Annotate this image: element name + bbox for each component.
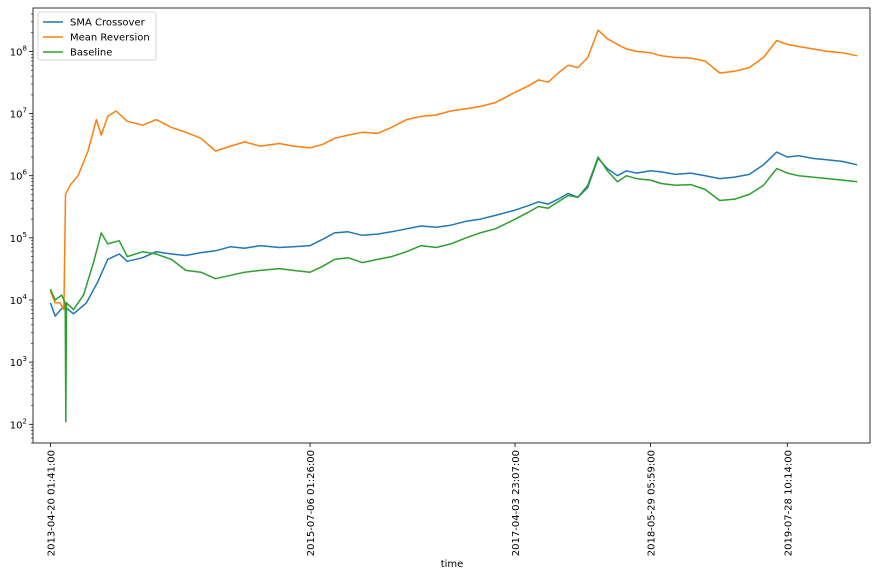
plot-area (32, 7, 871, 444)
series-line-mean-reversion (49, 29, 858, 311)
legend-entry: SMA Crossover (70, 18, 146, 29)
series-line-baseline (49, 156, 858, 423)
y-tick-label: 105 (10, 231, 27, 245)
y-tick-label: 102 (10, 417, 27, 431)
plot-frame (32, 7, 871, 444)
legend-entry: Mean Reversion (70, 33, 150, 44)
x-tick-label: 2018-05-29 05:59:00 (647, 450, 658, 556)
y-tick-label: 104 (10, 293, 28, 307)
y-tick-label: 107 (10, 107, 27, 121)
series-layer (49, 29, 858, 423)
y-tick-label: 106 (10, 169, 28, 183)
legend: SMA Crossover Mean Reversion Baseline (37, 11, 157, 61)
x-tick-label: 2019-07-28 10:14:00 (783, 450, 794, 556)
y-tick-label: 108 (10, 44, 27, 58)
legend-frame (37, 11, 157, 61)
y-tick-label: 103 (10, 355, 27, 369)
x-tick-label: 2017-04-03 23:07:00 (511, 450, 522, 556)
x-tick-label: 2015-07-06 01:26:00 (306, 450, 317, 556)
legend-entry: Baseline (70, 48, 112, 59)
y-axis: 102 103 104 105 106 107 108 (10, 13, 33, 444)
series-line-sma-crossover (49, 151, 858, 317)
x-tick-label: 2013-04-20 01:41:00 (46, 450, 57, 556)
x-axis-label: time (441, 559, 464, 570)
x-axis: 2013-04-20 01:41:00 2015-07-06 01:26:00 20… (46, 443, 794, 556)
